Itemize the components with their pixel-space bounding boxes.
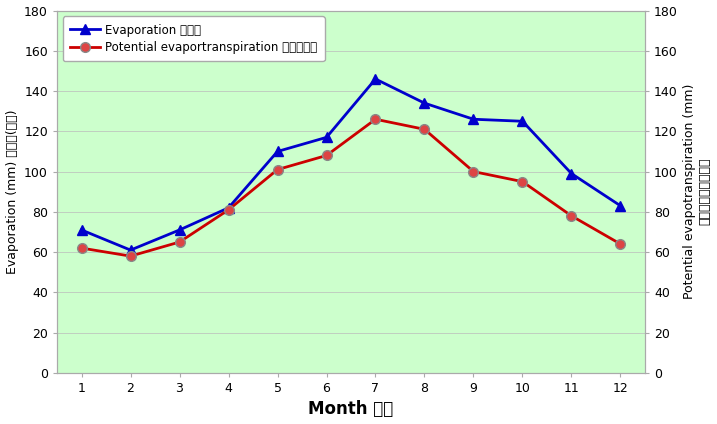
Evaporation 蔣發量 (322, 135, 331, 140)
Legend: Evaporation 蔣發量, Potential evaportranspiration 可能蔣散量: Evaporation 蔣發量, Potential evaportranspi… (63, 17, 325, 61)
Potential evaportranspiration 可能蔣散量 (469, 169, 478, 174)
Evaporation 蔣發量 (224, 205, 233, 210)
X-axis label: Month 月份: Month 月份 (308, 400, 394, 418)
Evaporation 蔣發量 (126, 248, 135, 253)
Evaporation 蔣發量 (273, 149, 282, 154)
Evaporation 蔣發量 (420, 100, 429, 106)
Line: Evaporation 蔣發量: Evaporation 蔣發量 (77, 74, 625, 255)
Evaporation 蔣發量 (371, 76, 380, 81)
Y-axis label: Potential evapotranspiration (mm)
可能蔣散量（毫米）: Potential evapotranspiration (mm) 可能蔣散量（… (683, 84, 711, 299)
Potential evaportranspiration 可能蔣散量 (518, 179, 527, 184)
Evaporation 蔣發量 (175, 227, 184, 232)
Line: Potential evaportranspiration 可能蔣散量: Potential evaportranspiration 可能蔣散量 (77, 114, 625, 261)
Evaporation 蔣發量 (616, 203, 625, 208)
Potential evaportranspiration 可能蔣散量 (322, 153, 331, 158)
Evaporation 蔣發量 (567, 171, 576, 176)
Potential evaportranspiration 可能蔣散量 (420, 127, 429, 132)
Potential evaportranspiration 可能蔣散量 (567, 213, 576, 218)
Evaporation 蔣發量 (77, 227, 86, 232)
Potential evaportranspiration 可能蔣散量 (273, 167, 282, 172)
Potential evaportranspiration 可能蔣散量 (126, 254, 135, 259)
Potential evaportranspiration 可能蔣散量 (77, 245, 86, 251)
Evaporation 蔣發量 (469, 117, 478, 122)
Potential evaportranspiration 可能蔣散量 (224, 207, 233, 212)
Potential evaportranspiration 可能蔣散量 (616, 242, 625, 247)
Y-axis label: Evaporation (mm) 蔣發量(毫米): Evaporation (mm) 蔣發量(毫米) (6, 109, 19, 274)
Potential evaportranspiration 可能蔣散量 (175, 240, 184, 245)
Evaporation 蔣發量 (518, 119, 527, 124)
Potential evaportranspiration 可能蔣散量 (371, 117, 380, 122)
